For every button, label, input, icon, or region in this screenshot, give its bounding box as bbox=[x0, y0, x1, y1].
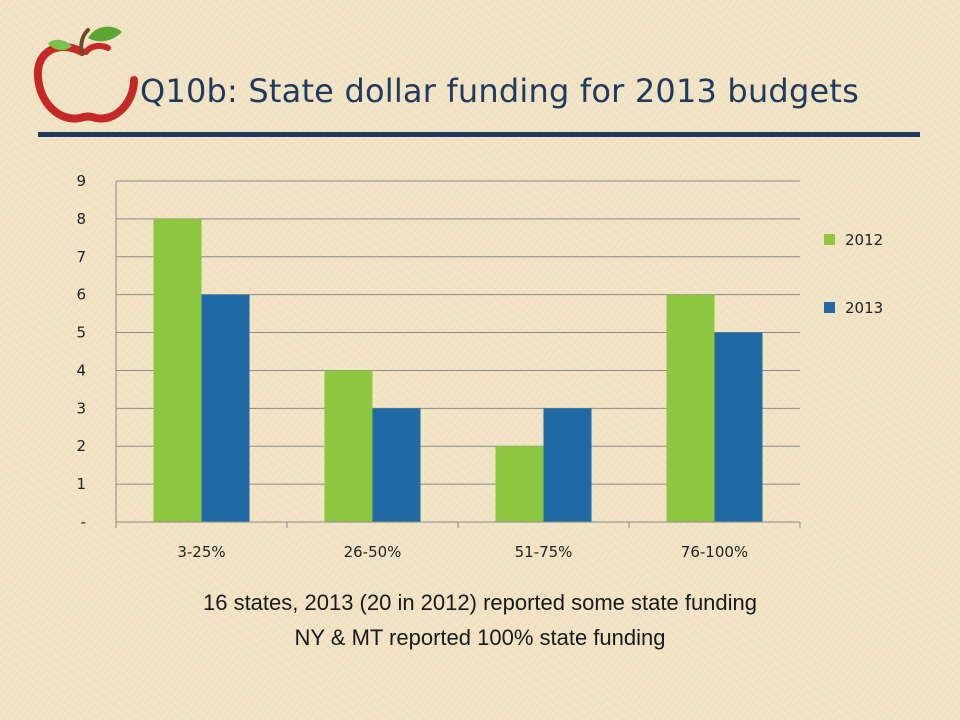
y-tick-label: - bbox=[81, 513, 86, 531]
y-tick-label: 1 bbox=[76, 475, 86, 493]
title-divider bbox=[38, 132, 920, 137]
chart-bars bbox=[153, 218, 763, 522]
caption-line-2: NY & MT reported 100% state funding bbox=[294, 625, 666, 650]
y-tick-label: 9 bbox=[76, 172, 86, 190]
bar-chart: - 1 2 3 4 5 6 7 8 9 3-25% 26-50% 51-75% 76-100% 2012… bbox=[76, 172, 883, 561]
bar-2012-76-100% bbox=[666, 294, 715, 522]
legend-swatch-2013 bbox=[824, 302, 835, 313]
bar-2012-3-25% bbox=[153, 218, 202, 522]
x-tick-label: 76-100% bbox=[681, 543, 748, 561]
x-tick-label: 3-25% bbox=[177, 543, 225, 561]
y-tick-label: 2 bbox=[76, 437, 86, 455]
chart-axes bbox=[115, 181, 801, 528]
chart-x-tick-labels: 3-25% 26-50% 51-75% 76-100% bbox=[177, 543, 748, 561]
caption-line-1: 16 states, 2013 (20 in 2012) reported so… bbox=[202, 590, 758, 615]
y-tick-label: 3 bbox=[76, 399, 86, 417]
legend-label: 2013 bbox=[845, 299, 883, 317]
y-tick-label: 8 bbox=[76, 210, 86, 228]
bar-2012-51-75% bbox=[495, 446, 544, 522]
legend-swatch-2012 bbox=[824, 234, 835, 245]
x-tick-label: 51-75% bbox=[515, 543, 573, 561]
chart-y-tick-labels: - 1 2 3 4 5 6 7 8 9 bbox=[76, 172, 86, 531]
slide-title: Q10b: State dollar funding for 2013 budg… bbox=[140, 72, 859, 110]
legend-label: 2012 bbox=[845, 231, 883, 249]
apple-logo-icon bbox=[33, 26, 138, 123]
bar-2013-76-100% bbox=[714, 332, 763, 522]
y-tick-label: 7 bbox=[76, 248, 86, 266]
chart-legend: 2012 2013 bbox=[824, 231, 883, 317]
y-tick-label: 4 bbox=[76, 361, 86, 379]
bar-2013-51-75% bbox=[543, 408, 592, 522]
bar-2013-3-25% bbox=[201, 294, 250, 522]
bar-2012-26-50% bbox=[324, 370, 373, 522]
bar-2013-26-50% bbox=[372, 408, 421, 522]
y-tick-label: 6 bbox=[76, 286, 86, 304]
x-tick-label: 26-50% bbox=[344, 543, 402, 561]
y-tick-label: 5 bbox=[76, 324, 86, 342]
